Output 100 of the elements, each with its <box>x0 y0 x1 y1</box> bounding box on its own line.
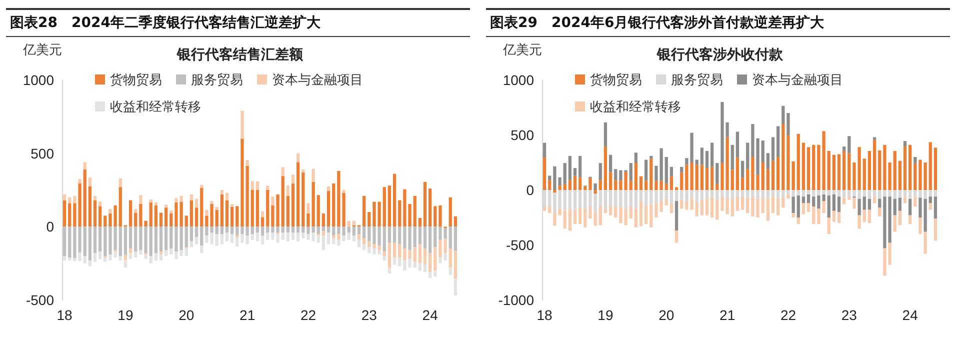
bar <box>250 190 254 227</box>
bar <box>306 203 310 214</box>
bar <box>332 235 336 238</box>
bar <box>388 242 392 268</box>
bar <box>190 200 194 227</box>
bar <box>730 144 734 170</box>
bar <box>382 187 386 227</box>
bar <box>134 226 138 252</box>
bar <box>578 177 582 190</box>
bar <box>736 158 740 190</box>
bar <box>928 203 932 210</box>
bar <box>230 234 234 243</box>
bar <box>316 195 320 227</box>
bar <box>568 208 572 231</box>
bar <box>680 200 684 209</box>
bar <box>868 198 872 210</box>
bar <box>802 142 806 190</box>
bar <box>573 190 577 210</box>
bar <box>573 168 577 176</box>
bar <box>766 169 770 190</box>
bar <box>124 254 128 260</box>
bar <box>893 198 896 216</box>
bar <box>629 206 632 219</box>
bar <box>802 190 806 197</box>
bar <box>250 181 254 190</box>
bar <box>700 164 704 190</box>
bar <box>322 226 326 232</box>
bar <box>608 206 612 216</box>
bar <box>842 190 846 198</box>
bar <box>281 226 284 233</box>
bar <box>326 226 330 233</box>
bar <box>286 226 290 233</box>
bar <box>746 198 750 214</box>
bar <box>746 142 750 170</box>
bar <box>398 226 402 244</box>
bar <box>568 156 572 180</box>
bar <box>650 190 653 204</box>
bar <box>281 167 284 176</box>
bar <box>93 196 97 200</box>
bar <box>62 200 66 227</box>
bar <box>908 215 912 224</box>
bar <box>98 202 102 206</box>
bar <box>434 206 437 227</box>
bar <box>827 196 830 218</box>
bar <box>730 198 734 216</box>
bar <box>802 203 806 214</box>
bar <box>200 226 204 246</box>
bar <box>695 202 698 216</box>
bar <box>170 226 173 249</box>
bar <box>695 164 698 190</box>
bar <box>205 210 208 216</box>
bar <box>362 196 366 227</box>
bar <box>629 180 632 190</box>
bar <box>418 226 422 244</box>
bar <box>594 183 597 190</box>
bar <box>893 150 896 190</box>
bar <box>558 186 562 190</box>
bar <box>423 264 427 272</box>
bar <box>878 198 882 208</box>
bar <box>332 226 336 236</box>
bar <box>812 144 816 190</box>
bar <box>740 190 744 197</box>
bar <box>448 226 452 249</box>
bar <box>644 160 648 181</box>
bar <box>792 213 795 218</box>
x-tick-label: 18 <box>536 307 553 323</box>
bar <box>639 201 643 226</box>
bar <box>858 198 861 216</box>
legend-label: 货物贸易 <box>590 72 642 87</box>
bar <box>827 150 830 190</box>
bar <box>796 190 800 196</box>
bar <box>898 198 902 211</box>
bar <box>291 174 295 184</box>
bar <box>357 234 361 240</box>
bar <box>716 200 719 220</box>
bar <box>878 208 882 216</box>
bar <box>898 160 902 190</box>
bar <box>215 210 218 227</box>
bar <box>256 232 260 242</box>
x-tick-label: 19 <box>118 307 134 323</box>
bar <box>736 190 740 197</box>
bar <box>368 226 371 242</box>
bar <box>848 153 851 190</box>
bar <box>934 190 938 197</box>
bar <box>563 184 566 190</box>
bar <box>170 248 173 255</box>
bar <box>674 190 678 201</box>
bar <box>695 190 698 202</box>
y-tick-label: -1000 <box>498 292 534 308</box>
bar <box>316 226 320 234</box>
bar <box>225 232 229 242</box>
bar <box>868 190 872 199</box>
bar <box>914 196 917 206</box>
bar <box>281 232 284 240</box>
bar <box>398 244 402 258</box>
bar <box>266 190 270 227</box>
bar <box>418 244 422 264</box>
bar <box>776 190 780 198</box>
bar <box>250 234 254 240</box>
bar <box>312 168 315 182</box>
